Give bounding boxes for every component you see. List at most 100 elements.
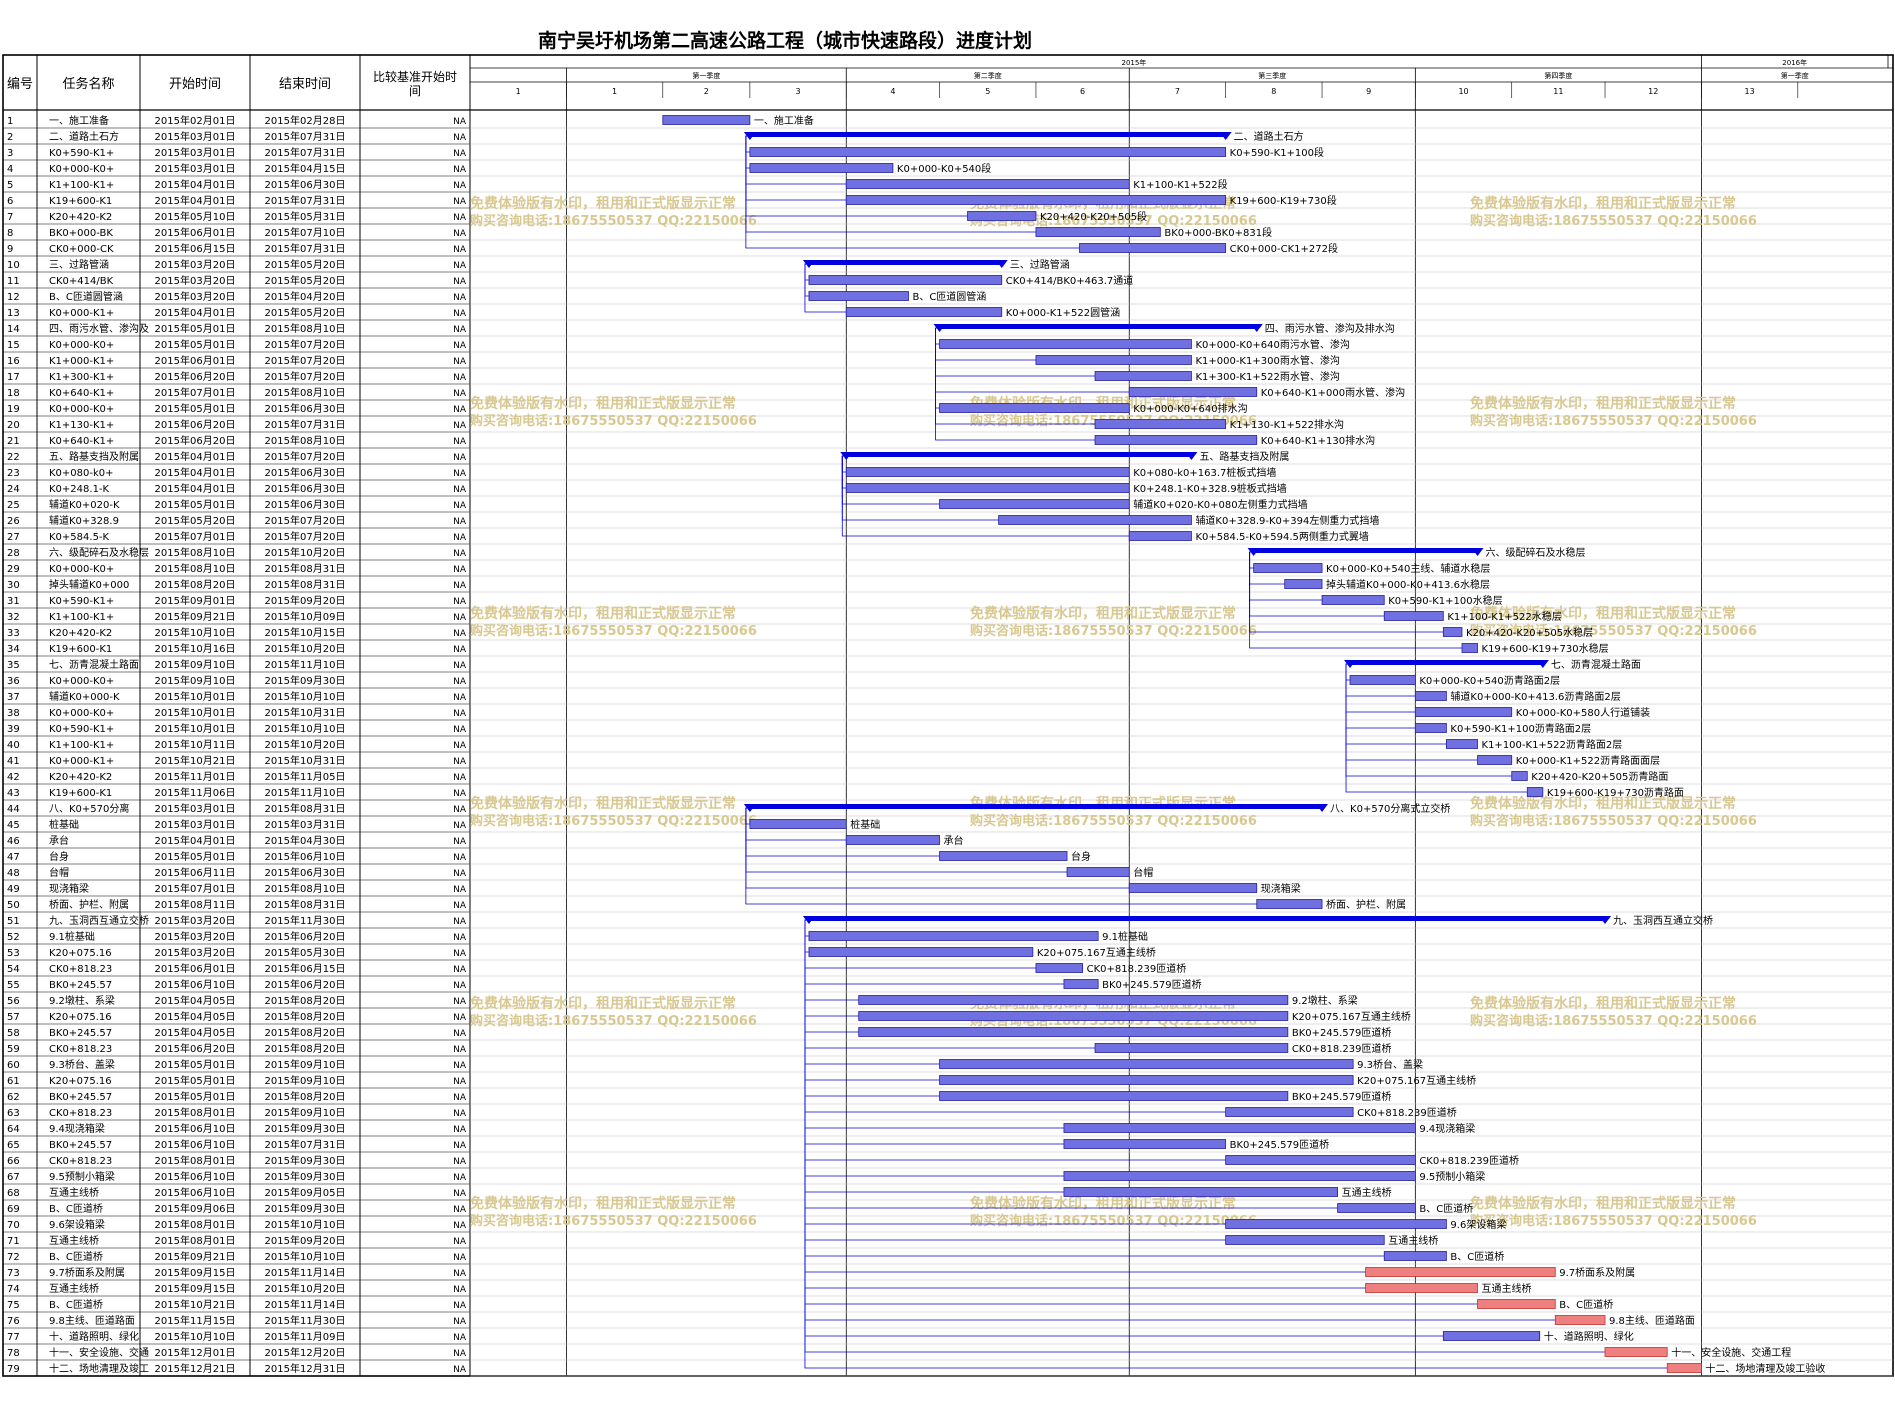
task-end: 2015年07月31日	[265, 146, 346, 159]
bar-label: 三、过路管涵	[1010, 258, 1070, 271]
task-name: K0+584.5-K	[49, 532, 110, 543]
task-baseline: NA	[453, 501, 467, 511]
task-bar	[1128, 883, 1258, 893]
task-start: 2015年08月01日	[155, 1234, 236, 1247]
task-bar	[1035, 227, 1161, 237]
month-label: 11	[1553, 87, 1563, 96]
bar-label: 9.8主线、匝道路面	[1609, 1314, 1695, 1327]
task-id: 32	[7, 612, 20, 623]
task-end: 2015年07月31日	[265, 130, 346, 143]
task-id: 55	[7, 980, 20, 991]
task-name: 台身	[49, 850, 69, 863]
task-end: 2015年08月20日	[265, 1026, 346, 1039]
task-baseline: NA	[453, 757, 467, 767]
task-id: 71	[7, 1236, 20, 1247]
task-bar	[1225, 1155, 1416, 1165]
task-id: 4	[7, 164, 13, 175]
bar-label: 9.2墩柱、系梁	[1292, 994, 1358, 1007]
task-bar	[939, 851, 1068, 861]
task-bar	[1554, 1315, 1606, 1325]
task-name: K0+080-k0+	[49, 468, 114, 479]
task-baseline: NA	[453, 1141, 467, 1151]
task-start: 2015年08月20日	[155, 578, 236, 591]
summary-bar	[1350, 660, 1543, 665]
task-end: 2015年10月20日	[265, 546, 346, 559]
task-baseline: NA	[453, 997, 467, 1007]
task-end: 2015年11月10日	[265, 658, 346, 671]
bar-label: K20+075.167互通主线桥	[1292, 1010, 1411, 1023]
task-baseline: NA	[453, 197, 467, 207]
task-name: BK0+000-BK	[49, 228, 113, 239]
task-id: 5	[7, 180, 13, 191]
task-start: 2015年03月20日	[155, 258, 236, 271]
task-bar	[749, 163, 894, 173]
task-end: 2015年06月30日	[265, 466, 346, 479]
task-start: 2015年09月06日	[155, 1202, 236, 1215]
task-name: 五、路基支挡及附属	[49, 450, 139, 463]
bar-label: K1+130-K1+522排水沟	[1230, 418, 1344, 431]
task-name: K20+420-K2	[49, 628, 112, 639]
task-baseline: NA	[453, 485, 467, 495]
task-bar	[845, 179, 1130, 189]
task-end: 2015年08月10日	[265, 434, 346, 447]
task-start: 2015年09月10日	[155, 674, 236, 687]
watermark-text: 免费体验版有水印，租用和正式版显示正常	[970, 605, 1236, 622]
task-name: K0+000-K0+	[49, 708, 114, 719]
task-start: 2015年11月06日	[155, 786, 236, 799]
month-label: 9	[1366, 87, 1371, 96]
task-bar	[808, 291, 909, 301]
month-label: 12	[1648, 87, 1658, 96]
summary-cap-start	[743, 804, 756, 812]
task-end: 2015年12月31日	[265, 1362, 346, 1375]
bar-label: 一、施工准备	[754, 114, 814, 127]
task-name: K1+100-K1+	[49, 180, 114, 191]
summary-bar	[808, 260, 1002, 265]
task-end: 2015年09月30日	[265, 1202, 346, 1215]
task-start: 2015年06月10日	[155, 1138, 236, 1151]
task-end: 2015年09月10日	[265, 1074, 346, 1087]
task-id: 61	[7, 1076, 20, 1087]
task-end: 2015年06月30日	[265, 498, 346, 511]
watermark-text: 免费体验版有水印，租用和正式版显示正常	[470, 395, 736, 412]
task-baseline: NA	[453, 869, 467, 879]
task-baseline: NA	[453, 645, 467, 655]
task-bar	[845, 483, 1130, 493]
task-start: 2015年08月11日	[155, 898, 236, 911]
task-bar	[1414, 723, 1447, 733]
task-start: 2015年06月01日	[155, 354, 236, 367]
month-label: 7	[1175, 87, 1180, 96]
quarter-label: 第一季度	[692, 71, 720, 80]
task-name: 十一、安全设施、交通	[49, 1346, 149, 1359]
task-start: 2015年03月01日	[155, 802, 236, 815]
bar-label: K20+420-K20+505段	[1040, 210, 1147, 223]
task-bar	[1035, 963, 1084, 973]
task-bar	[845, 307, 1003, 317]
task-id: 73	[7, 1268, 20, 1279]
task-bar	[967, 211, 1037, 221]
task-end: 2015年06月30日	[265, 178, 346, 191]
task-end: 2015年10月20日	[265, 738, 346, 751]
bar-label: 互通主线桥	[1388, 1234, 1438, 1247]
task-name: 一、施工准备	[49, 114, 109, 127]
task-end: 2015年09月30日	[265, 1154, 346, 1167]
task-bar	[1256, 899, 1323, 909]
task-name: K0+640-K1+	[49, 436, 114, 447]
watermark-text: 购买咨询电话:18675550537 QQ:22150066	[1470, 1213, 1757, 1229]
task-baseline: NA	[453, 1253, 467, 1263]
task-name: 桩基础	[49, 818, 79, 831]
task-baseline: NA	[453, 773, 467, 783]
task-start: 2015年05月10日	[155, 210, 236, 223]
summary-cap-end	[1185, 452, 1198, 460]
task-baseline: NA	[453, 389, 467, 399]
task-id: 2	[7, 132, 13, 143]
bar-label: K0+000-K0+640排水沟	[1133, 402, 1247, 415]
task-start: 2015年10月01日	[155, 722, 236, 735]
task-end: 2015年09月10日	[265, 1058, 346, 1071]
task-id: 64	[7, 1124, 20, 1135]
task-bar	[1094, 1043, 1289, 1053]
task-name: CK0+000-CK	[49, 244, 114, 255]
bar-label: K0+248.1-K0+328.9桩板式挡墙	[1133, 482, 1286, 495]
watermark-text: 免费体验版有水印，租用和正式版显示正常	[1470, 1195, 1736, 1212]
task-end: 2015年08月20日	[265, 1010, 346, 1023]
task-name: K20+420-K2	[49, 212, 112, 223]
